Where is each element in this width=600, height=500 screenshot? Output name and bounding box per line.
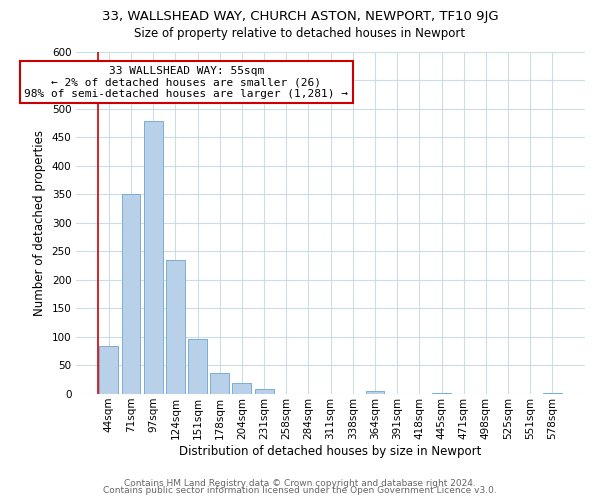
X-axis label: Distribution of detached houses by size in Newport: Distribution of detached houses by size … (179, 444, 482, 458)
Bar (211, 373, 229, 394)
Bar (232, 383, 251, 394)
Bar (365, 391, 385, 394)
Y-axis label: Number of detached properties: Number of detached properties (33, 130, 46, 316)
Bar (166, 260, 185, 394)
Bar (144, 121, 163, 394)
Text: Contains HM Land Registry data © Crown copyright and database right 2024.: Contains HM Land Registry data © Crown c… (124, 478, 476, 488)
Bar (122, 194, 140, 394)
Text: 33 WALLSHEAD WAY: 55sqm
← 2% of detached houses are smaller (26)
98% of semi-det: 33 WALLSHEAD WAY: 55sqm ← 2% of detached… (25, 66, 349, 99)
Text: Size of property relative to detached houses in Newport: Size of property relative to detached ho… (134, 28, 466, 40)
Bar (254, 390, 274, 394)
Bar (432, 393, 451, 394)
Text: Contains public sector information licensed under the Open Government Licence v3: Contains public sector information licen… (103, 486, 497, 495)
Bar (100, 346, 118, 394)
Bar (543, 393, 562, 394)
Bar (188, 338, 207, 394)
Text: 33, WALLSHEAD WAY, CHURCH ASTON, NEWPORT, TF10 9JG: 33, WALLSHEAD WAY, CHURCH ASTON, NEWPORT… (101, 10, 499, 23)
